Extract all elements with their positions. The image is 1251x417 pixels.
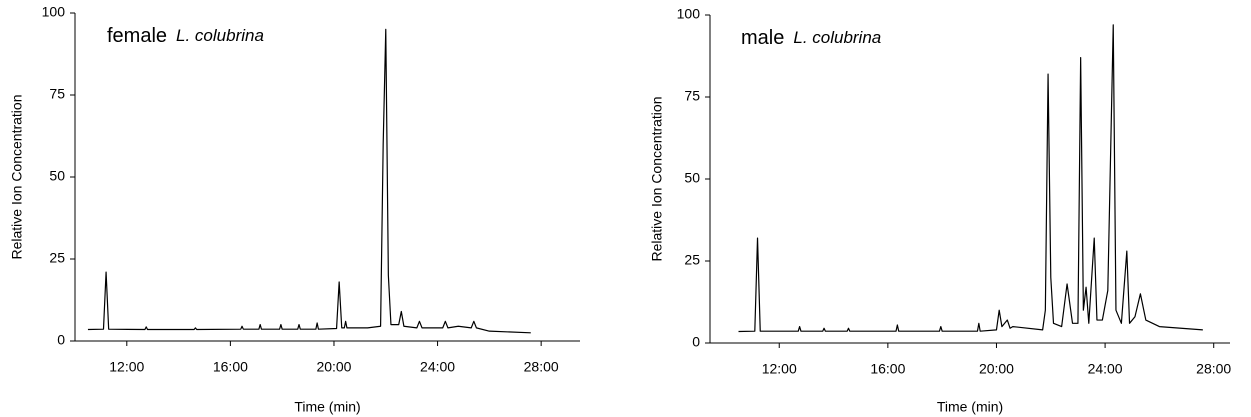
x-tick-label: 16:00 (213, 359, 248, 375)
y-tick-label: 0 (692, 334, 700, 350)
x-tick-label: 24:00 (1088, 361, 1123, 377)
y-axis-label: Relative Ion Concentration (9, 95, 25, 260)
y-tick-label: 50 (49, 168, 65, 184)
y-tick-label: 100 (677, 6, 701, 22)
y-axis-label: Relative Ion Concentration (649, 97, 665, 262)
x-tick-label: 12:00 (762, 361, 797, 377)
y-tick-label: 100 (42, 4, 66, 20)
x-tick-label: 24:00 (420, 359, 455, 375)
chromatogram-line (738, 24, 1203, 333)
panel-annotation: female L. colubrina (107, 25, 264, 47)
y-tick-label: 0 (57, 332, 65, 348)
x-tick-label: 16:00 (870, 361, 905, 377)
y-tick-label: 25 (49, 250, 65, 266)
x-axis-label: Time (min) (294, 399, 360, 415)
annotation-species: L. colubrina (176, 26, 264, 45)
x-tick-label: 20:00 (979, 361, 1014, 377)
x-tick-label: 28:00 (1196, 361, 1231, 377)
y-tick-label: 50 (684, 170, 700, 186)
annotation-sex: female (107, 25, 167, 47)
x-tick-label: 12:00 (109, 359, 144, 375)
x-tick-label: 20:00 (316, 359, 351, 375)
chromatogram-line (87, 28, 531, 334)
panel-annotation: male L. colubrina (741, 27, 881, 49)
annotation-species: L. colubrina (793, 28, 881, 47)
annotation-sex: male (741, 27, 784, 49)
x-tick-label: 28:00 (524, 359, 559, 375)
y-tick-label: 25 (684, 252, 700, 268)
y-tick-label: 75 (684, 88, 700, 104)
y-tick-label: 75 (49, 86, 65, 102)
x-axis-label: Time (min) (937, 399, 1003, 415)
